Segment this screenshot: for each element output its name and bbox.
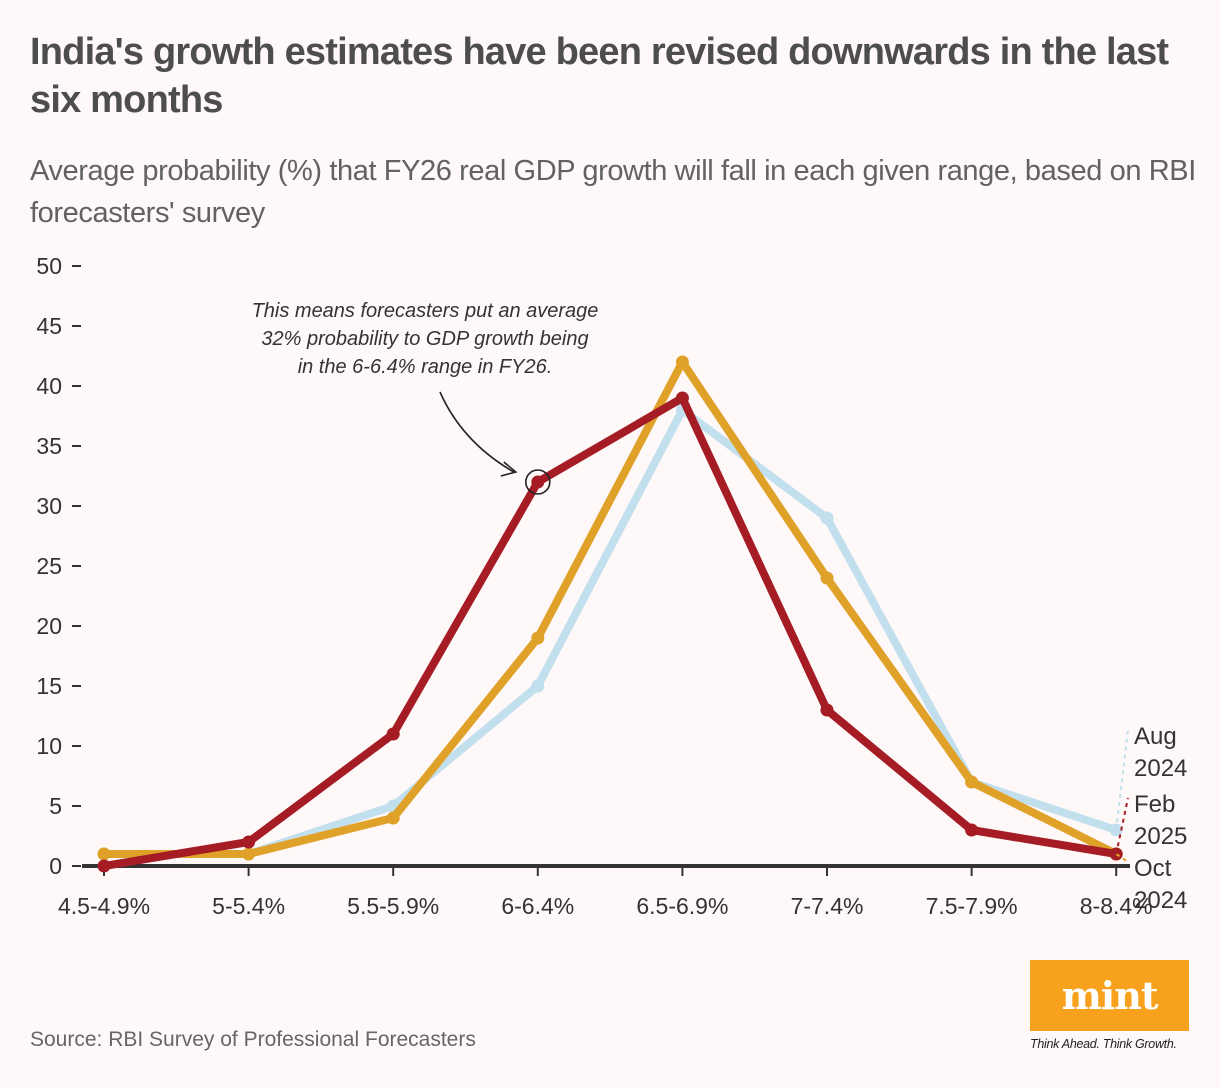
annotation-highlight-circle	[524, 469, 551, 495]
y-tick-label: 25	[36, 553, 62, 579]
data-point-oct-2024	[242, 847, 256, 861]
mint-logo: mint	[1030, 960, 1189, 1031]
series-aug-2024	[97, 403, 1123, 861]
series-label-oct-2024: 2024	[1134, 887, 1187, 914]
y-tick-label: 20	[36, 613, 62, 639]
series-oct-2024	[97, 355, 1123, 861]
y-tick-label: 15	[36, 673, 62, 699]
series-layer	[97, 355, 1123, 873]
x-tick-label: 6.5-6.9%	[636, 893, 728, 919]
y-tick-label: 40	[36, 373, 62, 399]
series-line-feb-2025	[100, 394, 1121, 870]
data-point-feb-2025	[820, 703, 834, 717]
data-point-feb-2025	[675, 391, 689, 405]
data-point-feb-2025	[965, 823, 979, 837]
y-tick-label: 45	[36, 313, 62, 339]
data-point-aug-2024	[531, 679, 545, 693]
x-tick-label: 5.5-5.9%	[347, 893, 439, 919]
x-tick-label: 5-5.4%	[212, 893, 285, 919]
y-tick-label: 10	[36, 733, 62, 759]
data-point-feb-2025	[97, 859, 111, 873]
source-note: Source: RBI Survey of Professional Forec…	[30, 1028, 476, 1051]
annotation-layer: This means forecasters put an average 32%…	[252, 300, 599, 495]
series-label-aug-2024: 2024	[1134, 755, 1187, 782]
data-point-feb-2025	[531, 475, 545, 489]
y-tick-label: 30	[36, 493, 62, 519]
data-point-oct-2024	[386, 811, 400, 825]
x-tick-label: 7.5-7.9%	[926, 893, 1018, 919]
annotation-text-line: 32% probability to GDP growth being	[261, 328, 588, 350]
y-tick-label: 50	[36, 253, 62, 279]
data-point-oct-2024	[675, 355, 689, 369]
series-label-feb-2025: 2025	[1134, 823, 1187, 850]
logo-text: mint	[1061, 973, 1159, 1018]
annotation-text-line: This means forecasters put an average	[252, 300, 599, 322]
series-label-feb-2025: Feb	[1134, 791, 1175, 818]
y-axis: 0 5 10 15 20 25 30 35 40 45 50	[36, 253, 81, 879]
data-point-feb-2025	[386, 727, 400, 741]
logo-tagline: Think Ahead. Think Growth.	[1030, 1037, 1177, 1051]
annotation-text-line: in the 6-6.4% range in FY26.	[298, 356, 553, 378]
label-leader-aug-2024	[1115, 729, 1129, 831]
series-line-oct-2024	[100, 358, 1121, 858]
series-labels: Aug 2024 Oct 2024 Feb 2025	[1115, 723, 1187, 914]
data-point-aug-2024	[820, 511, 834, 525]
x-tick-label: 7-7.4%	[791, 893, 864, 919]
label-leader-oct-2024	[1115, 853, 1129, 863]
series-feb-2025	[97, 391, 1123, 873]
data-point-feb-2025	[242, 835, 256, 849]
x-axis: 4.5-4.9% 5-5.4% 5.5-5.9% 6-6.4% 6.5-6.9% 7-7.…	[58, 864, 1153, 919]
x-tick-label: 8-8.4%	[1080, 893, 1153, 919]
x-tick-label: 6-6.4%	[501, 893, 574, 919]
x-tick-label: 4.5-4.9%	[58, 893, 150, 919]
label-leader-feb-2025	[1115, 797, 1129, 855]
data-point-oct-2024	[820, 571, 834, 585]
annotation-arrow	[439, 391, 515, 473]
y-tick-label: 5	[49, 793, 62, 819]
chart-title: India's growth estimates have been revis…	[30, 31, 1169, 121]
data-point-oct-2024	[97, 847, 111, 861]
y-tick-label: 35	[36, 433, 62, 459]
series-label-aug-2024: Aug	[1134, 723, 1177, 750]
data-point-oct-2024	[965, 775, 979, 789]
data-point-oct-2024	[531, 631, 545, 645]
series-label-oct-2024: Oct	[1134, 855, 1172, 882]
series-line-aug-2024	[100, 406, 1121, 858]
chart-subtitle: Average probability (%) that FY26 real G…	[30, 155, 1196, 229]
annotation-arrowhead	[500, 461, 518, 477]
y-tick-label: 0	[49, 853, 62, 879]
